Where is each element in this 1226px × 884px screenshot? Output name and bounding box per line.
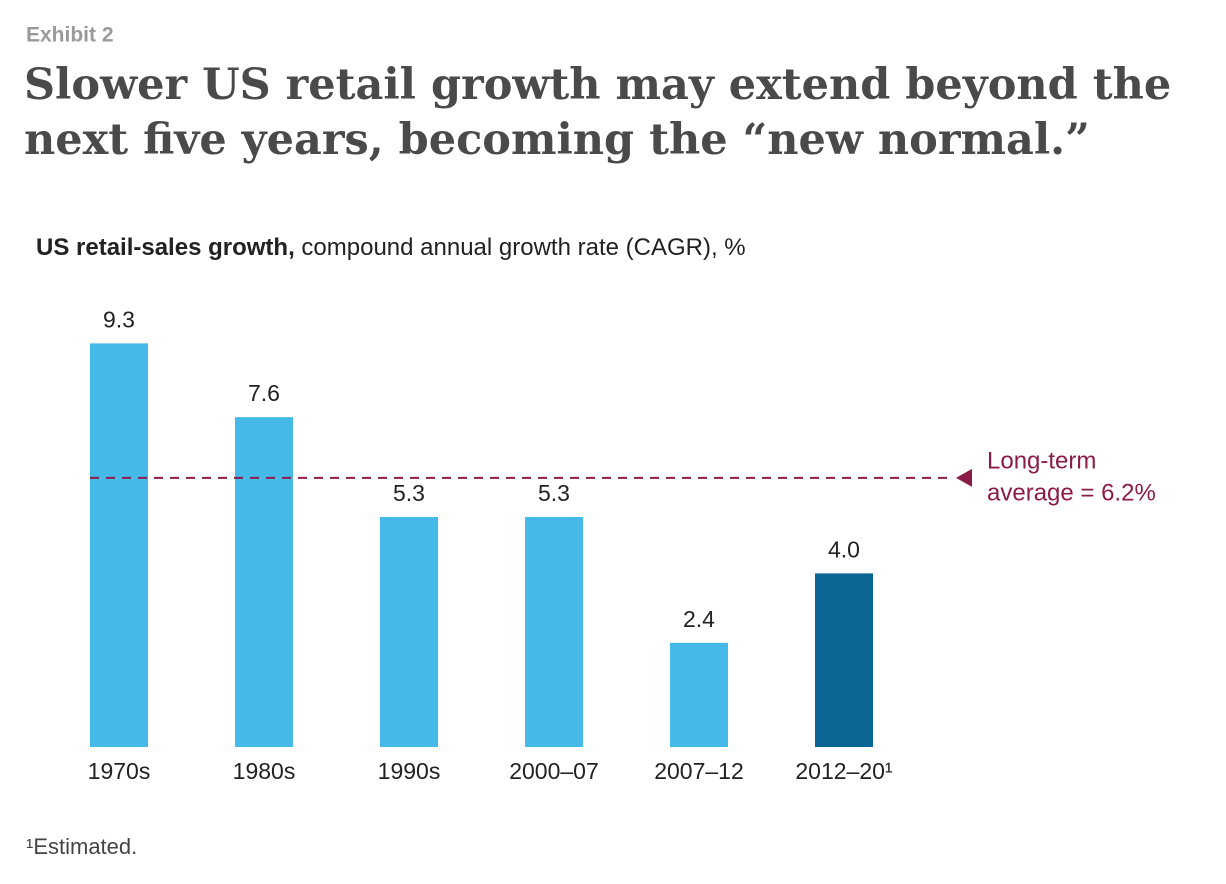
reference-label: Long-term [987,447,1096,474]
x-tick-label: 2007–12 [654,758,744,784]
reference-arrow [956,468,972,487]
footnote: ¹Estimated. [26,834,137,859]
eyebrow: Exhibit 2 [26,24,114,47]
value-label: 9.3 [103,306,135,332]
value-label: 4.0 [828,536,860,562]
subtitle-text: compound annual growth rate (CAGR), % [301,234,745,261]
x-tick-label: 2012–20¹ [795,758,893,784]
subtitle-bold: US retail-sales growth, [36,234,295,261]
value-label: 2.4 [683,606,715,632]
bar [815,573,873,747]
bar [670,642,728,747]
bar [235,417,293,747]
x-tick-label: 1970s [88,758,151,784]
subtitle: US retail-sales growth, compound annual … [36,234,746,261]
chart-title: Slower US retail growth may extend beyon… [24,60,1171,110]
bar [90,343,148,747]
x-tick-label: 1980s [233,758,296,784]
chart-title: next five years, becoming the “new norma… [24,115,1090,165]
bar [380,516,438,747]
value-label: 5.3 [538,480,570,506]
x-tick-label: 1990s [378,758,441,784]
value-label: 7.6 [248,380,280,406]
bar [525,516,583,747]
value-label: 5.3 [393,480,425,506]
reference-label: average = 6.2% [987,479,1156,506]
x-tick-label: 2000–07 [509,758,599,784]
